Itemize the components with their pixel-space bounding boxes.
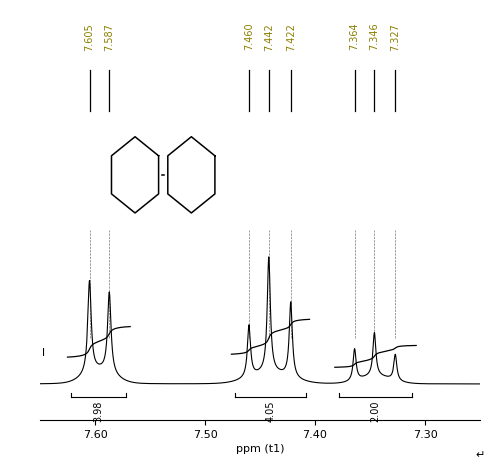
Text: 7.460: 7.460 — [244, 23, 254, 50]
X-axis label: ppm (t1): ppm (t1) — [236, 444, 284, 454]
Text: 7.587: 7.587 — [104, 23, 115, 50]
Text: 7.346: 7.346 — [370, 23, 380, 50]
Text: 7.364: 7.364 — [350, 23, 360, 50]
Text: 2.00: 2.00 — [370, 401, 380, 422]
Text: 7.327: 7.327 — [390, 23, 400, 50]
Text: 7.442: 7.442 — [264, 23, 274, 50]
Text: 4.05: 4.05 — [266, 401, 276, 422]
Text: 7.422: 7.422 — [286, 23, 296, 50]
Text: 7.605: 7.605 — [84, 23, 94, 50]
Text: ↵: ↵ — [476, 450, 485, 460]
Text: 3.98: 3.98 — [94, 401, 104, 422]
Text: l: l — [42, 348, 45, 359]
